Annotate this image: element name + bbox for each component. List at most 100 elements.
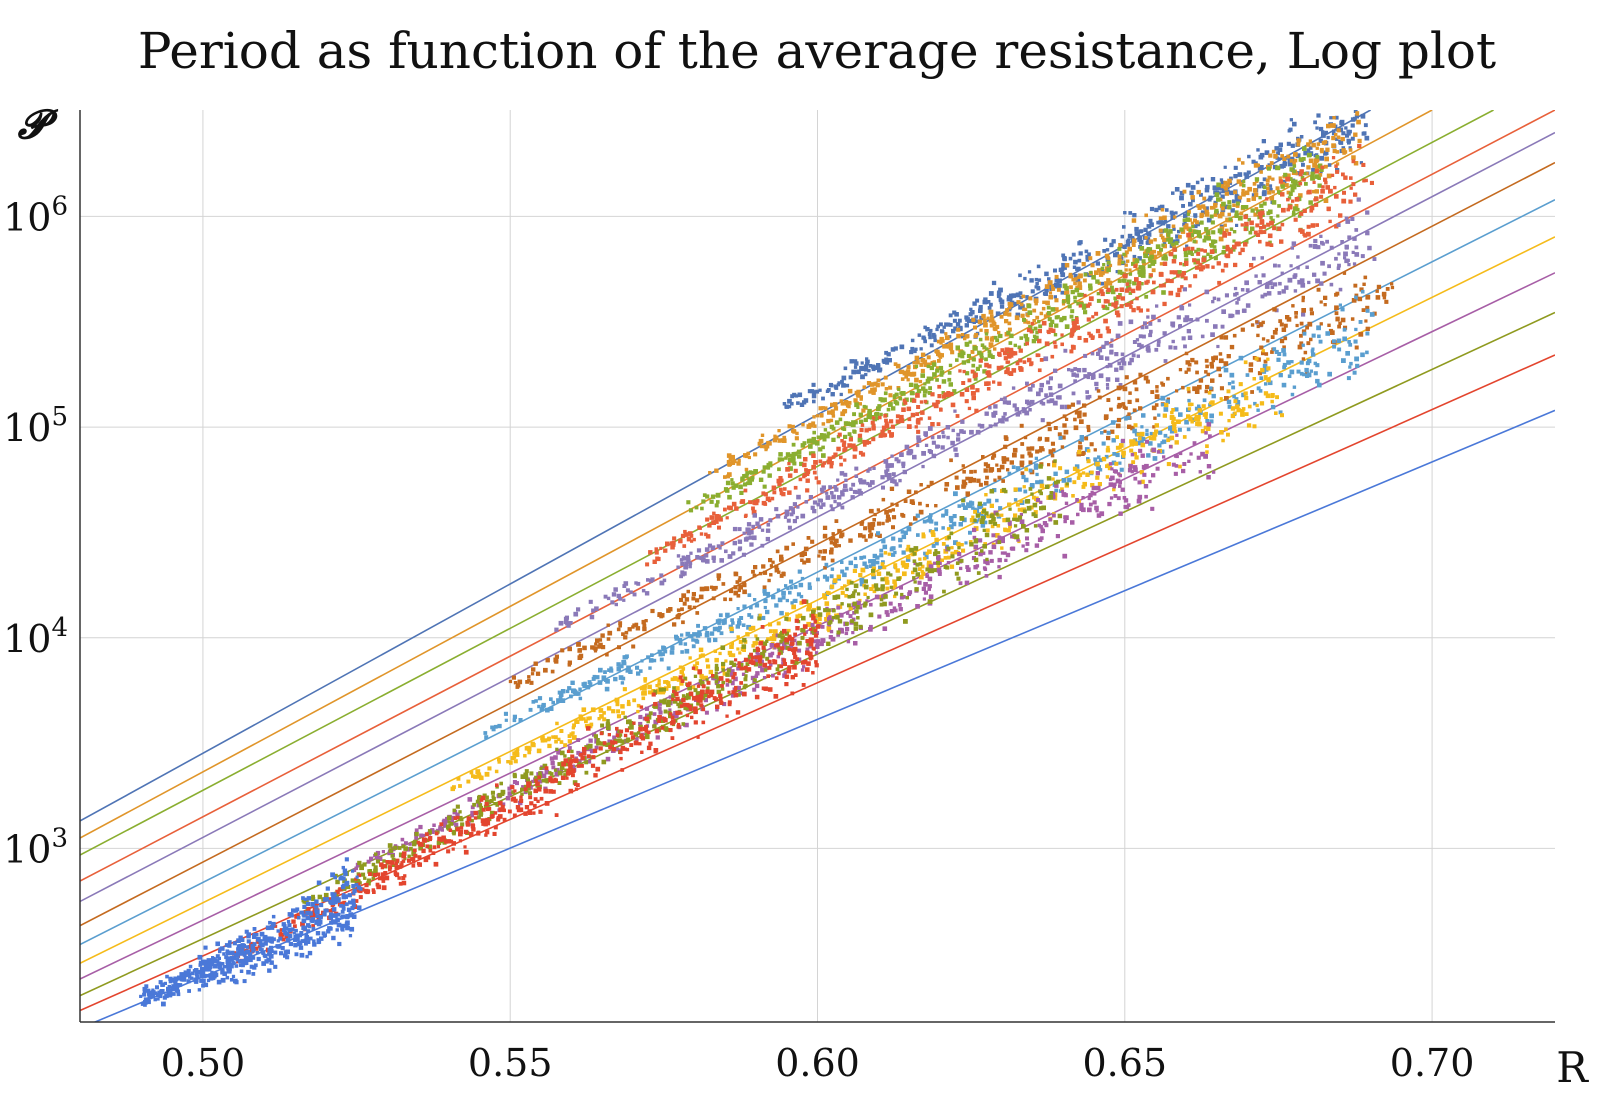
- data-point: [833, 499, 837, 504]
- data-point: [747, 478, 752, 483]
- data-point: [918, 379, 923, 384]
- data-point: [1218, 373, 1222, 378]
- data-point: [1103, 414, 1109, 419]
- data-point: [737, 578, 742, 583]
- data-point: [787, 457, 793, 463]
- data-point: [1259, 345, 1264, 350]
- data-point: [1263, 359, 1268, 364]
- data-point: [800, 668, 805, 672]
- data-point: [953, 326, 958, 331]
- data-point: [784, 456, 788, 460]
- data-point: [936, 422, 941, 426]
- data-point: [843, 366, 848, 371]
- data-point: [559, 729, 564, 733]
- data-point: [1075, 468, 1080, 473]
- data-point: [728, 679, 732, 684]
- data-point: [965, 371, 970, 376]
- data-point: [525, 778, 530, 783]
- data-point: [1187, 318, 1191, 322]
- data-point: [763, 605, 767, 610]
- data-point: [549, 697, 553, 701]
- data-point: [906, 378, 910, 382]
- data-point: [1216, 186, 1221, 191]
- data-point: [1116, 385, 1122, 391]
- data-point: [871, 416, 876, 420]
- data-point: [1110, 289, 1115, 294]
- data-point: [1120, 487, 1125, 492]
- data-point: [1155, 466, 1160, 471]
- data-point: [1296, 142, 1301, 147]
- data-point: [686, 537, 691, 541]
- data-point: [1064, 263, 1070, 268]
- data-point: [903, 400, 908, 405]
- data-point: [830, 567, 835, 571]
- data-point: [974, 408, 979, 413]
- data-point: [802, 441, 807, 446]
- data-point: [1351, 182, 1356, 187]
- data-point: [973, 325, 977, 330]
- data-point: [885, 586, 890, 591]
- data-point: [1017, 345, 1022, 350]
- data-point: [1013, 301, 1018, 306]
- data-point: [1103, 237, 1108, 242]
- data-point: [774, 567, 780, 573]
- data-point: [1174, 407, 1179, 412]
- data-point: [1115, 270, 1119, 274]
- data-point: [891, 536, 896, 541]
- data-point: [639, 669, 643, 673]
- data-point: [987, 514, 991, 519]
- data-point: [978, 538, 983, 543]
- data-point: [323, 892, 329, 898]
- data-point: [1225, 182, 1230, 188]
- data-point: [1292, 182, 1297, 188]
- data-point: [879, 602, 884, 607]
- data-point: [1100, 266, 1105, 271]
- data-point: [366, 859, 371, 864]
- data-point: [864, 538, 868, 542]
- data-point: [1298, 181, 1303, 186]
- data-point: [884, 423, 890, 429]
- data-point: [576, 750, 581, 755]
- data-point: [1152, 432, 1158, 437]
- data-point: [1255, 320, 1259, 324]
- data-point: [893, 346, 898, 351]
- data-point: [1365, 326, 1370, 331]
- data-point: [676, 613, 681, 618]
- data-point: [698, 647, 704, 653]
- data-point: [1258, 196, 1262, 200]
- data-point: [941, 379, 947, 384]
- data-point: [689, 634, 694, 639]
- data-point: [774, 507, 779, 512]
- data-point: [1096, 513, 1102, 518]
- data-point: [1263, 375, 1268, 380]
- data-point: [1256, 232, 1261, 237]
- data-point: [1277, 264, 1281, 268]
- data-point: [1118, 243, 1123, 248]
- data-point: [678, 538, 683, 544]
- data-point: [1244, 190, 1250, 196]
- data-point: [666, 702, 671, 708]
- data-point: [986, 498, 990, 502]
- data-point: [1301, 343, 1305, 347]
- data-point: [983, 520, 988, 525]
- data-point: [930, 392, 935, 397]
- data-point: [1303, 150, 1308, 156]
- data-point: [779, 557, 784, 562]
- data-point: [955, 345, 960, 350]
- data-point: [1305, 325, 1309, 330]
- data-point: [1076, 368, 1082, 373]
- data-point: [1219, 386, 1224, 391]
- data-point: [1148, 441, 1153, 446]
- data-point: [882, 359, 888, 364]
- data-point: [1352, 370, 1357, 375]
- data-point: [1259, 401, 1265, 406]
- data-point: [1236, 407, 1241, 413]
- data-point: [1053, 459, 1057, 463]
- data-point: [1036, 391, 1041, 397]
- data-point: [866, 415, 871, 420]
- data-point: [983, 322, 988, 328]
- data-point: [840, 379, 844, 384]
- data-point: [563, 743, 568, 748]
- data-point: [1275, 395, 1279, 400]
- data-point: [398, 852, 404, 858]
